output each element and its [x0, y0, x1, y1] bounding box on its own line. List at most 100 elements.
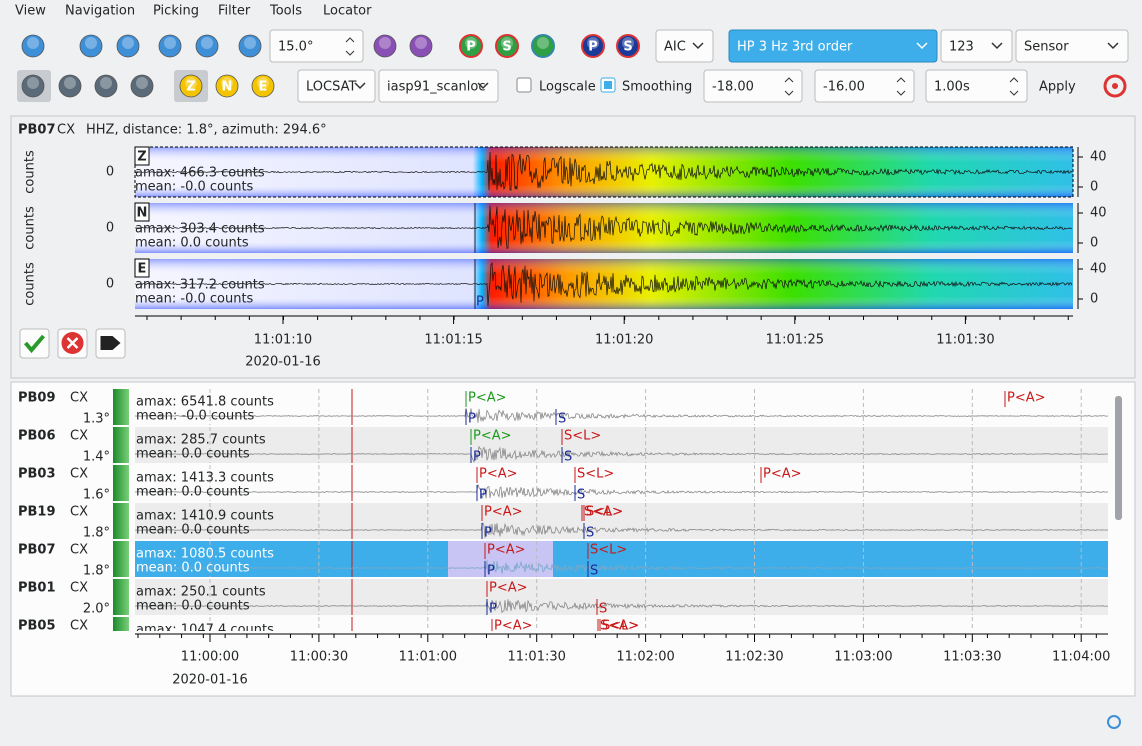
spectrogram-tick: 40: [1090, 150, 1107, 165]
icon-shine: [221, 77, 233, 89]
amax-label: amax: 6541.8 counts: [136, 395, 274, 410]
icon: [179, 74, 203, 98]
menu-item[interactable]: Tools: [269, 4, 302, 19]
component-label: Z: [137, 150, 146, 165]
pick-label: P<A>: [487, 543, 526, 558]
mean-label: mean: -0.0 counts: [135, 292, 254, 307]
icon-label: S: [623, 40, 632, 55]
icon-shine: [164, 37, 176, 49]
distance: 1.6°: [83, 488, 110, 503]
component-label: N: [137, 206, 148, 221]
locator-combo[interactable]: LOCSAT: [297, 69, 376, 103]
station-name: PB05: [18, 619, 56, 634]
checkbox[interactable]: [516, 77, 532, 93]
distance-spinbox[interactable]: 15.0°: [269, 29, 364, 63]
selected-row: [135, 541, 1108, 577]
components-combo[interactable]: 123: [940, 29, 1013, 63]
target-button[interactable]: [1103, 74, 1127, 98]
filter-combo[interactable]: HP 3 Hz 3rd order: [728, 29, 938, 63]
tool-button[interactable]: [409, 34, 433, 58]
icon-shine: [100, 77, 112, 89]
amax-label: amax: 285.7 counts: [136, 433, 266, 448]
component-button[interactable]: E: [251, 74, 275, 98]
tool-button[interactable]: [531, 34, 555, 58]
max-spinbox[interactable]: -16.00: [814, 69, 915, 103]
icon-shine: [85, 37, 97, 49]
tool-button[interactable]: [130, 74, 154, 98]
apply-button[interactable]: Apply: [1039, 80, 1076, 95]
pick-label: S: [586, 526, 594, 541]
waveform: [134, 484, 1109, 500]
spin-up: [896, 77, 906, 83]
profile-combo[interactable]: iasp91_scanloc: [378, 69, 499, 103]
waveform: [134, 261, 1073, 307]
spin-up: [784, 77, 794, 83]
icon: [616, 34, 640, 58]
menu-item[interactable]: Filter: [218, 4, 251, 19]
tool-button[interactable]: [21, 74, 45, 98]
menu-item[interactable]: Picking: [153, 4, 199, 19]
chevron: [477, 82, 489, 90]
pick-label: P: [473, 450, 481, 465]
menu-item[interactable]: View: [15, 4, 46, 19]
icon-shine: [257, 77, 269, 89]
spectrogram-tick: 0: [1090, 180, 1098, 195]
icon-shine: [136, 77, 148, 89]
pick-label: S<L>: [590, 543, 627, 558]
set-s-button[interactable]: S: [616, 34, 640, 58]
spectrogram-tick: 0: [1090, 292, 1098, 307]
mean-label: mean: -0.0 counts: [136, 409, 255, 424]
tool-button[interactable]: [116, 34, 140, 58]
set-p-button[interactable]: P: [581, 34, 605, 58]
min-spinbox[interactable]: -18.00: [703, 69, 803, 103]
tool-button[interactable]: [158, 34, 182, 58]
amax-label: amax: 1047.4 counts: [136, 623, 274, 638]
icon: [79, 34, 103, 58]
pick-label: P<A>: [484, 505, 523, 520]
tool-button[interactable]: [79, 34, 103, 58]
icon-label: P: [588, 40, 598, 55]
station-name: PB19: [18, 505, 56, 520]
icon: [373, 34, 397, 58]
pick-s-button[interactable]: S: [495, 34, 519, 58]
tool-button[interactable]: [195, 34, 219, 58]
status-bar: [113, 579, 129, 615]
time-tick: 11:01:00: [399, 650, 457, 665]
menu-item[interactable]: Navigation: [65, 4, 135, 19]
menu-item[interactable]: Locator: [323, 4, 372, 19]
tool-button[interactable]: [21, 34, 45, 58]
pick-p-button[interactable]: P: [459, 34, 483, 58]
mean-label: mean: 0.0 counts: [136, 561, 250, 576]
tool-button[interactable]: [238, 34, 262, 58]
picker-combo[interactable]: AIC: [655, 29, 714, 63]
field: [269, 29, 364, 63]
component-button[interactable]: N: [215, 74, 239, 98]
unit-combo[interactable]: Sensor: [1015, 29, 1129, 63]
window-spinbox[interactable]: 1.00s: [925, 69, 1028, 103]
checkbox-label[interactable]: Logscale: [539, 80, 596, 95]
network: CX: [57, 123, 75, 138]
spin-down: [896, 90, 906, 96]
scrollbar[interactable]: [1115, 396, 1122, 520]
icon: [459, 34, 483, 58]
network: CX: [70, 619, 88, 634]
checkbox-label[interactable]: Smoothing: [622, 80, 692, 95]
field: [297, 69, 376, 103]
icon-shine: [622, 37, 634, 49]
icon-shine: [201, 37, 213, 49]
icon: [531, 34, 555, 58]
component-button[interactable]: Z: [179, 74, 203, 98]
date-label: 2020-01-16: [245, 355, 321, 370]
pick-label: P<A>: [479, 467, 518, 482]
waveform: [134, 599, 1109, 614]
tool-button[interactable]: [94, 74, 118, 98]
tool-button[interactable]: [373, 34, 397, 58]
tool-button[interactable]: [58, 74, 82, 98]
